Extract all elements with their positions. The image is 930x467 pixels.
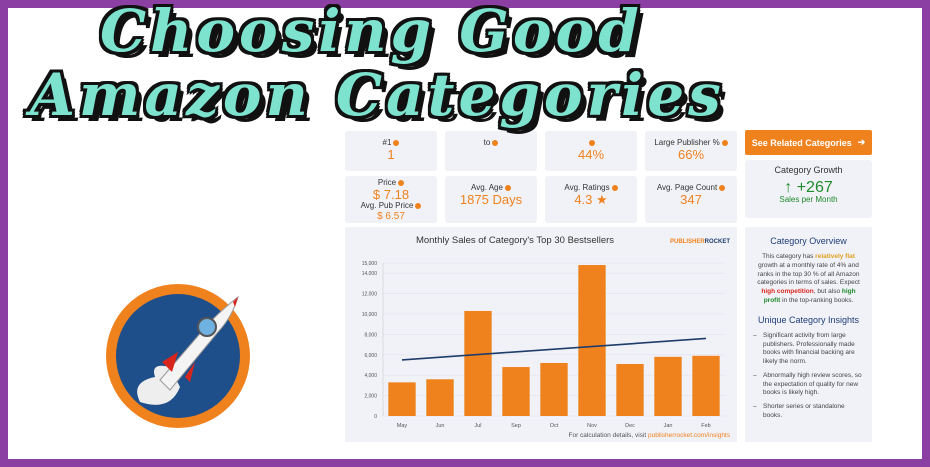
help-icon[interactable] — [611, 184, 618, 191]
bar-may — [388, 382, 416, 416]
stat-label: Avg. Pub Price — [360, 201, 414, 211]
help-icon[interactable] — [492, 139, 499, 146]
stat-card: Avg. Ratings 4.3 ★ — [545, 176, 637, 223]
insights-list: Significant activity from large publishe… — [753, 332, 864, 421]
rocket-logo — [106, 284, 250, 428]
x-tick-label: Nov — [587, 423, 597, 429]
chart-footer: For calculation details, visit publisher… — [569, 432, 731, 439]
stat-label: to — [483, 138, 491, 147]
sales-chart-panel: Monthly Sales of Category's Top 30 Bests… — [345, 227, 737, 442]
stat-value: 66% — [677, 146, 705, 162]
stat-card: 44% — [545, 131, 637, 171]
x-tick-label: Dec — [625, 423, 635, 429]
publisher-rocket-logo: PUBLISHERROCKET — [670, 239, 730, 245]
bar-oct — [540, 362, 568, 416]
arrow-up-icon: ↑ — [784, 178, 793, 196]
stat-label: Large Publisher % — [654, 138, 720, 147]
y-tick-label: 6,000 — [364, 353, 377, 359]
bar-sep — [502, 367, 530, 416]
x-tick-label: Jun — [436, 423, 445, 429]
x-tick-label: May — [397, 423, 408, 429]
overlay-title-line2: Amazon Categories — [30, 61, 725, 129]
x-tick-label: Sep — [511, 423, 521, 429]
stat-card: Large Publisher % 66% — [645, 131, 737, 171]
stat-value: $ 6.57 — [377, 210, 405, 222]
stat-value: 1875 Days — [459, 191, 523, 207]
x-tick-label: Jul — [474, 423, 481, 429]
stat-label: #1 — [382, 138, 392, 147]
stat-label: Avg. Ratings — [564, 183, 610, 192]
help-icon[interactable] — [504, 184, 511, 191]
stat-label: Avg. Age — [471, 183, 503, 192]
growth-value: +267 — [796, 178, 833, 196]
insights-title: Unique Category Insights — [757, 314, 860, 325]
y-tick-label: 0 — [374, 414, 377, 420]
y-tick-label: 12,000 — [362, 292, 378, 298]
help-icon[interactable] — [721, 139, 728, 146]
bar-jul — [464, 310, 492, 416]
y-tick-label: 8,000 — [364, 332, 377, 338]
stat-label: Price — [377, 178, 397, 187]
stat-value: 347 — [680, 191, 702, 207]
stat-card: Price $ 7.18 Avg. Pub Price $ 6.57 — [345, 176, 437, 223]
insight-item: Significant activity from large publishe… — [753, 332, 864, 367]
y-tick-label: 15,000 — [362, 261, 378, 267]
help-icon[interactable] — [398, 179, 405, 186]
bar-nov — [578, 265, 606, 416]
insights-link[interactable]: publisherrocket.com/insights — [648, 432, 731, 439]
button-label: See Related Categories — [751, 137, 852, 148]
sales-chart: Monthly Sales of Category's Top 30 Bests… — [362, 235, 731, 439]
bar-dec — [616, 363, 644, 416]
stat-card: to — [445, 131, 537, 171]
arrow-right-icon: ➔ — [857, 137, 866, 147]
help-icon[interactable] — [415, 202, 422, 209]
help-icon[interactable] — [589, 139, 595, 146]
category-overview-panel: Category Overview This category has rela… — [745, 227, 872, 442]
stat-value: 1 — [387, 146, 395, 162]
growth-title: Category Growth — [774, 165, 843, 175]
y-tick-label: 10,000 — [362, 312, 378, 318]
bar-feb — [692, 355, 720, 416]
x-tick-label: Feb — [701, 423, 710, 429]
help-icon[interactable] — [719, 184, 726, 191]
overview-text: This category has relatively flat growth… — [757, 253, 860, 304]
see-related-categories-button[interactable]: See Related Categories ➔ — [745, 130, 872, 155]
stat-value: 4.3 ★ — [574, 191, 608, 207]
overlay-title-line1: Choosing Good — [100, 0, 643, 65]
category-growth-card: Category Growth ↑ +267 Sales per Month — [745, 160, 872, 218]
x-tick-label: Jan — [664, 423, 673, 429]
x-tick-label: Oct — [550, 423, 559, 429]
bar-jun — [426, 379, 454, 416]
stat-label: Avg. Page Count — [656, 183, 718, 192]
chart-title: Monthly Sales of Category's Top 30 Bests… — [416, 235, 614, 246]
stat-card: Avg. Age 1875 Days — [445, 176, 537, 223]
help-icon[interactable] — [393, 139, 400, 146]
insight-item: Shorter series or standalone books. — [753, 403, 864, 421]
overview-title: Category Overview — [770, 236, 847, 246]
stat-card: #1 1 — [345, 131, 437, 171]
insight-item: Abnormally high review scores, so the ex… — [753, 372, 864, 398]
y-tick-label: 2,000 — [364, 394, 377, 400]
bar-jan — [654, 356, 682, 416]
stat-value: 44% — [577, 146, 605, 162]
y-tick-label: 4,000 — [364, 373, 377, 379]
growth-unit: Sales per Month — [779, 195, 838, 205]
stat-value: $ 7.18 — [372, 186, 410, 202]
trend-line — [401, 337, 707, 361]
y-tick-label: 14,000 — [362, 271, 378, 277]
stat-card: Avg. Page Count 347 — [645, 176, 737, 223]
